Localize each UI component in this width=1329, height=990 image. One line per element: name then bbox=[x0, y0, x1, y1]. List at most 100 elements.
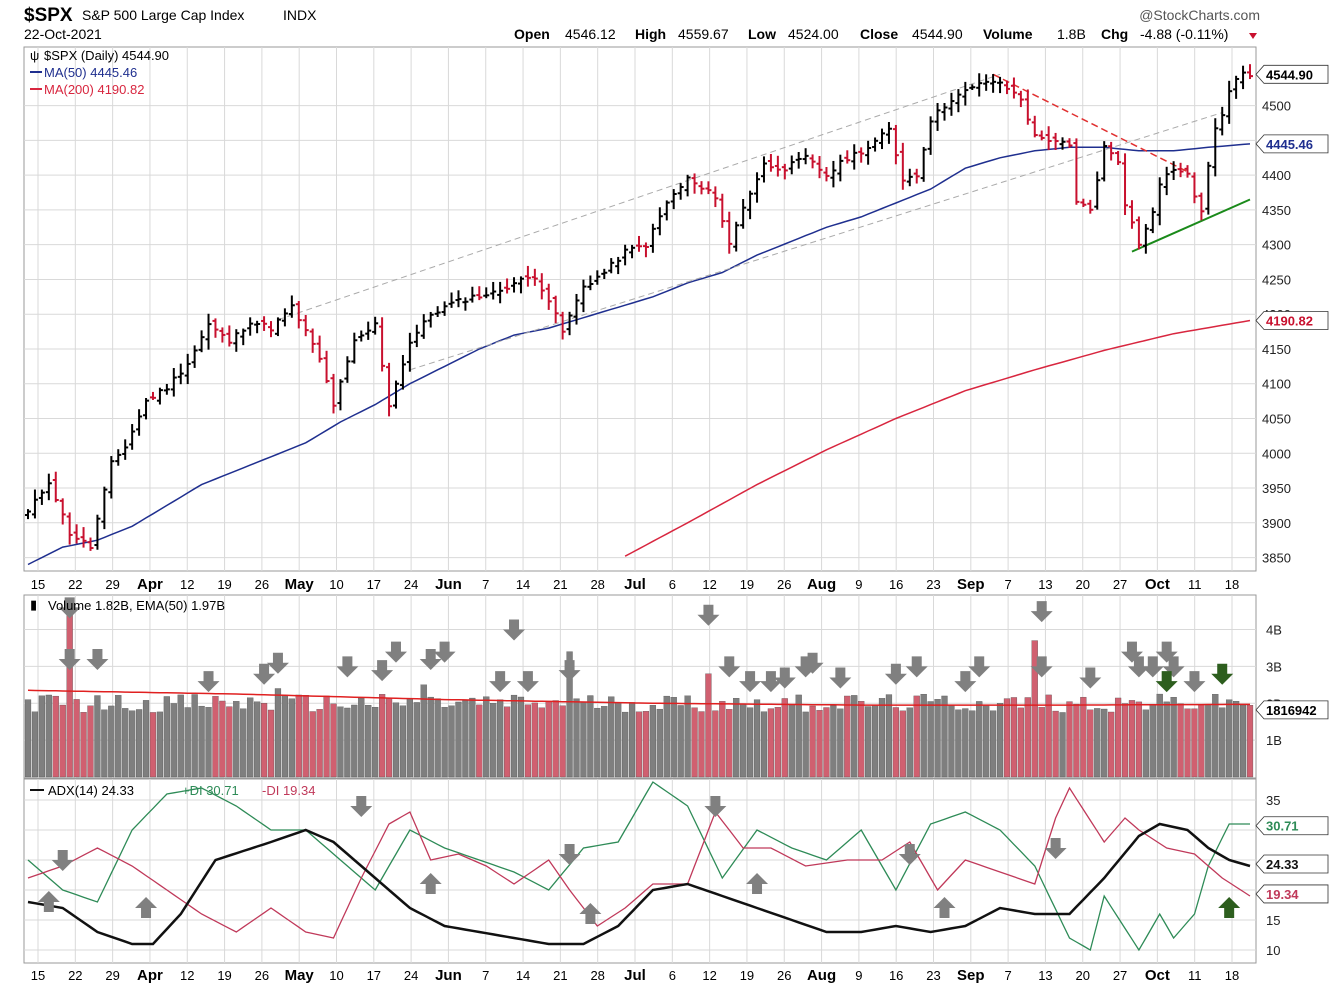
volume-down-arrow-icon bbox=[801, 652, 824, 674]
volume-bar bbox=[219, 700, 226, 778]
volume-bar bbox=[962, 708, 969, 778]
volume-value-tag-box bbox=[1255, 700, 1329, 720]
volume-down-arrow-icon bbox=[905, 656, 928, 678]
watermark-logo: @StockCharts.com bbox=[1139, 7, 1260, 23]
ohlc-bar bbox=[1212, 118, 1219, 177]
ohlc-bar bbox=[858, 147, 865, 163]
volume-bar bbox=[795, 694, 802, 778]
volume-legend-icon: ▮ bbox=[30, 597, 37, 612]
volume-bar bbox=[66, 614, 73, 778]
volume-bar bbox=[184, 707, 191, 778]
volume-label: Volume bbox=[983, 26, 1033, 42]
volume-bar bbox=[1219, 707, 1226, 778]
volume-bar bbox=[705, 673, 712, 778]
volume-bar bbox=[385, 698, 393, 778]
volume-bar bbox=[809, 705, 816, 778]
ohlc-bar bbox=[406, 332, 413, 372]
volume-bar bbox=[129, 710, 136, 778]
volume-bar bbox=[108, 705, 115, 778]
volume-bar bbox=[87, 705, 94, 778]
volume-panel bbox=[23, 594, 1257, 779]
volume-bar bbox=[1017, 707, 1024, 778]
volume-bar bbox=[52, 695, 59, 778]
adx-x-tick-label: 22 bbox=[68, 968, 82, 983]
adx-legend-plus: +DI 30.71 bbox=[182, 783, 239, 798]
ohlc-bar bbox=[1170, 161, 1177, 180]
adx-x-tick-label: 9 bbox=[855, 968, 862, 983]
ohlc-bar bbox=[990, 74, 997, 93]
ohlc-bar bbox=[205, 313, 212, 350]
ohlc-bar bbox=[997, 76, 1004, 94]
adx-panel bbox=[23, 778, 1257, 964]
volume-bar bbox=[163, 696, 170, 778]
volume-bar bbox=[1149, 703, 1156, 778]
ohlc-bar bbox=[906, 168, 913, 187]
exchange-label: INDX bbox=[283, 7, 317, 23]
ohlc-bar bbox=[899, 142, 906, 190]
price-x-tick-label: 20 bbox=[1076, 577, 1090, 592]
ohlc-bar bbox=[1226, 80, 1233, 124]
ohlc-bar bbox=[372, 316, 379, 335]
volume-bar bbox=[851, 695, 858, 778]
volume-bar bbox=[372, 707, 379, 778]
ohlc-bar bbox=[587, 275, 594, 291]
volume-down-arrow-icon bbox=[1141, 656, 1164, 678]
ohlc-bar bbox=[274, 317, 281, 337]
ohlc-bar bbox=[601, 268, 608, 280]
price-panel bbox=[23, 46, 1257, 572]
ohlc-bar bbox=[698, 181, 705, 195]
ohlc-bar bbox=[309, 328, 316, 353]
adx-down-arrow-icon bbox=[51, 850, 74, 871]
volume-down-arrow-icon bbox=[516, 671, 539, 693]
volume-down-arrow-icon bbox=[1030, 601, 1053, 623]
volume-down-arrow-icon bbox=[1183, 671, 1206, 693]
ohlc-bar bbox=[281, 308, 288, 327]
volume-bar bbox=[885, 694, 893, 778]
volume-bar bbox=[573, 698, 580, 778]
ohlc-bar bbox=[156, 387, 163, 405]
ohlc-bar bbox=[1142, 224, 1149, 254]
ohlc-bar bbox=[1108, 141, 1115, 161]
adx-x-tick-label: Jul bbox=[624, 967, 646, 984]
ohlc-bar bbox=[552, 295, 559, 324]
ohlc-bar bbox=[1233, 75, 1240, 99]
ohlc-bar bbox=[441, 301, 448, 316]
ohlc-bar bbox=[538, 273, 545, 300]
ohlc-bar bbox=[115, 449, 122, 466]
volume-bar bbox=[344, 707, 351, 778]
ohlc-bar bbox=[872, 137, 879, 152]
ohlc-bar bbox=[420, 314, 427, 339]
ma200-price-tag-box bbox=[1255, 311, 1329, 330]
ohlc-bar bbox=[386, 362, 393, 417]
volume-bar bbox=[733, 698, 740, 778]
ma200-price-tag: 4190.82 bbox=[1255, 311, 1329, 330]
ohlc-bar bbox=[1059, 137, 1066, 150]
price-x-tick-label: 26 bbox=[255, 577, 269, 592]
volume-bar bbox=[413, 702, 420, 778]
ohlc-bar bbox=[323, 350, 330, 384]
volume-down-arrow-icon bbox=[1127, 656, 1150, 678]
volume-bar bbox=[642, 711, 650, 778]
volume-bar bbox=[1052, 710, 1059, 778]
ohlc-bar bbox=[80, 527, 87, 548]
volume-bar bbox=[948, 704, 955, 778]
volume-bar bbox=[941, 695, 948, 778]
ohlc-bar bbox=[781, 163, 788, 180]
ohlc-bar bbox=[684, 174, 691, 197]
volume-bar bbox=[1163, 701, 1170, 778]
adx-x-tick-label: 14 bbox=[516, 968, 530, 983]
price-x-tick-label: 27 bbox=[1113, 577, 1127, 592]
price-x-tick-label: 17 bbox=[367, 577, 381, 592]
adx-x-tick-label: 19 bbox=[740, 968, 754, 983]
volume-bar bbox=[767, 708, 775, 778]
adx-legend-minus: -DI 19.34 bbox=[262, 783, 315, 798]
ohlc-bar bbox=[948, 92, 955, 116]
ohlc-bar bbox=[740, 198, 747, 229]
ohlc-bar bbox=[865, 140, 872, 165]
volume-bar bbox=[871, 704, 879, 778]
volume-bar bbox=[1156, 693, 1163, 778]
adx-line bbox=[27, 822, 1251, 946]
price-x-tick-label: 9 bbox=[855, 577, 862, 592]
ohlc-bar bbox=[670, 189, 677, 210]
ohlc-bar bbox=[1240, 65, 1247, 90]
